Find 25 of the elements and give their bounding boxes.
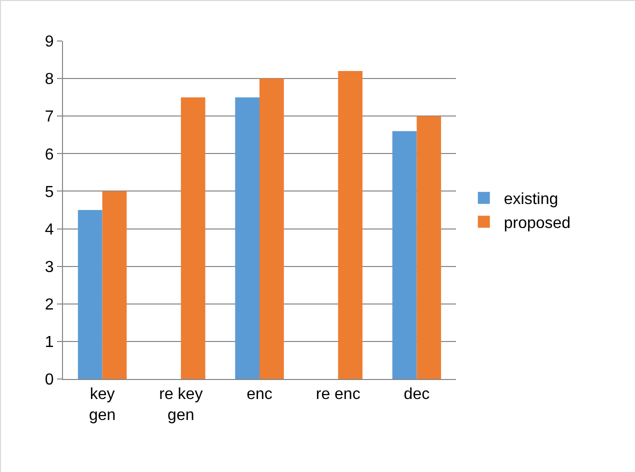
x-tick-label: re enc [316, 386, 360, 404]
y-tick-label: 4 [44, 221, 54, 238]
x-tick-label: re key gen [159, 386, 203, 424]
bar [338, 71, 362, 379]
y-tick-label: 0 [44, 372, 54, 389]
x-tick-label: enc [246, 386, 272, 404]
y-tick-label: 2 [44, 296, 54, 314]
y-tick-label: 5 [44, 184, 54, 201]
bar [180, 97, 206, 379]
bar [260, 78, 284, 379]
legend-label: existing [504, 191, 558, 208]
y-tick-label: 9 [44, 34, 54, 51]
bar [416, 116, 442, 379]
legend-label: proposed [504, 214, 571, 232]
x-tick-label: dec [404, 386, 430, 404]
y-tick-label: 3 [44, 258, 54, 276]
x-tick-label: key gen [88, 386, 116, 424]
bar [392, 131, 417, 379]
bar [78, 210, 102, 379]
y-tick-label: 8 [44, 71, 54, 88]
y-tick-label: 6 [44, 146, 54, 164]
bar [102, 191, 127, 379]
y-tick-label: 1 [44, 334, 54, 352]
y-tick-label: 7 [44, 108, 54, 126]
bar [235, 97, 260, 379]
